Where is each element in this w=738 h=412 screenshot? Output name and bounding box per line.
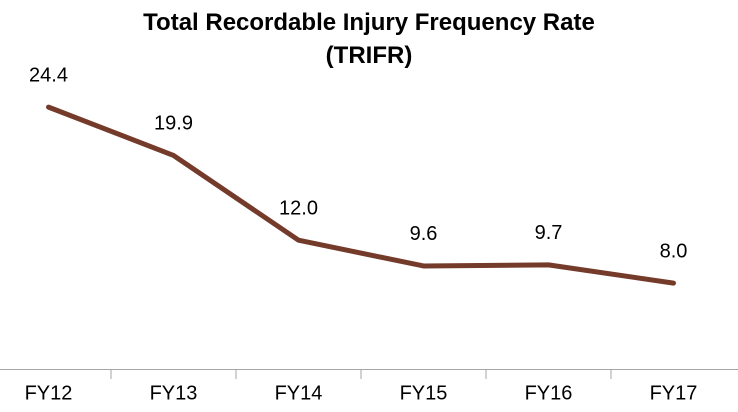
x-tick-label: FY13 [150, 382, 198, 404]
x-tick-label: FY16 [525, 382, 573, 404]
data-label: 12.0 [279, 197, 318, 219]
data-label: 9.7 [535, 222, 563, 244]
chart-title: Total Recordable Injury Frequency Rate (… [143, 9, 595, 69]
x-tick-label: FY12 [25, 382, 73, 404]
data-label: 19.9 [154, 113, 193, 135]
x-tick-label: FY17 [650, 382, 698, 404]
x-tick-label: FY15 [400, 382, 448, 404]
data-line [46, 104, 676, 286]
data-label: 8.0 [660, 240, 688, 262]
x-tick-label: FY14 [275, 382, 323, 404]
data-label: 9.6 [410, 223, 438, 245]
data-label: 24.4 [29, 64, 68, 86]
